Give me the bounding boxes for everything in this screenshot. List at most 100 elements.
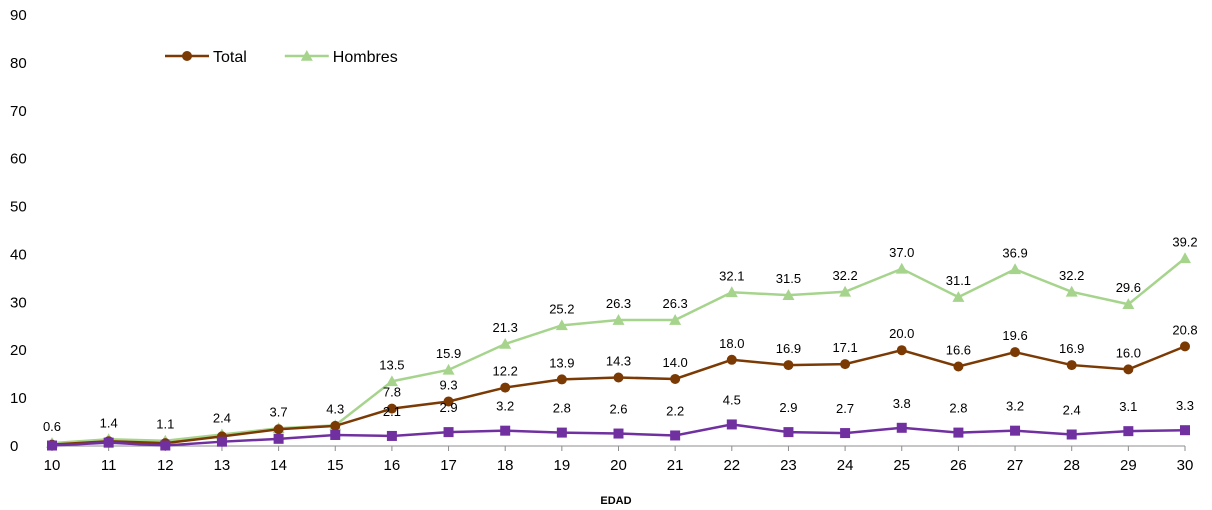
data-label: 36.9 <box>1002 245 1027 260</box>
data-label: 20.8 <box>1172 322 1197 337</box>
series-unnamed <box>47 419 1190 451</box>
data-point <box>726 354 737 365</box>
data-point <box>500 425 511 436</box>
data-point <box>1122 298 1135 310</box>
data-label: 32.2 <box>1059 268 1084 283</box>
legend-item: Hombres <box>284 49 398 66</box>
data-label: 3.3 <box>1176 398 1194 413</box>
data-labels: 7.8 9.3 12.2 13.9 14.3 14.0 18.0 16.9 17.1 20.0 16… <box>43 234 1198 434</box>
x-tick-label: 16 <box>384 457 401 474</box>
x-tick-label: 29 <box>1120 457 1137 474</box>
data-point <box>1010 347 1021 358</box>
x-tick-label: 15 <box>327 457 344 474</box>
data-label: 26.3 <box>662 296 687 311</box>
data-label: 16.6 <box>946 343 971 358</box>
y-tick-label: 0 <box>10 438 18 455</box>
data-label: 32.2 <box>832 268 857 283</box>
data-point <box>103 437 114 448</box>
x-tick-label: 19 <box>554 457 571 474</box>
data-point <box>613 372 624 383</box>
data-label: 2.9 <box>440 400 458 415</box>
data-label: 2.1 <box>383 404 401 419</box>
data-point <box>500 382 511 393</box>
data-point <box>386 430 397 441</box>
data-label: 14.3 <box>606 354 631 369</box>
data-label: 13.9 <box>549 355 574 370</box>
data-point <box>273 433 284 444</box>
data-label: 9.3 <box>440 377 458 392</box>
data-point <box>442 363 455 375</box>
data-label: 4.5 <box>723 392 741 407</box>
data-point <box>669 314 682 325</box>
data-label: 37.0 <box>889 245 914 260</box>
data-point <box>556 427 567 438</box>
y-tick-label: 70 <box>10 103 27 120</box>
data-label: 3.2 <box>496 399 514 414</box>
data-point <box>330 420 341 431</box>
x-axis: 10 11 12 13 14 15 16 17 18 19 20 21 22 23 24 25 26 27 28 29… <box>44 445 1193 474</box>
data-label: 2.6 <box>609 402 627 417</box>
data-point <box>670 430 681 441</box>
data-point <box>953 361 964 372</box>
data-label: 2.4 <box>213 411 231 426</box>
y-tick-label: 90 <box>10 7 27 24</box>
data-point <box>896 345 907 356</box>
data-point <box>443 396 454 407</box>
data-label: 16.9 <box>776 341 801 356</box>
y-tick-label: 80 <box>10 55 27 72</box>
data-label: 3.8 <box>893 396 911 411</box>
data-label: 25.2 <box>549 301 574 316</box>
data-label: 16.0 <box>1116 345 1141 360</box>
data-point <box>952 291 965 302</box>
legend-marker <box>182 51 192 61</box>
data-point <box>47 440 57 451</box>
y-axis-ticks: 0 10 20 30 40 50 60 70 80 90 <box>10 7 27 455</box>
data-label: 3.7 <box>270 404 288 419</box>
x-tick-label: 20 <box>610 457 627 474</box>
data-point <box>726 419 737 430</box>
data-point <box>840 359 851 370</box>
x-tick-label: 25 <box>893 457 910 474</box>
data-point <box>556 374 567 385</box>
data-label: 20.0 <box>889 326 914 341</box>
data-point <box>330 429 341 440</box>
data-label: 0.6 <box>43 419 61 434</box>
x-tick-label: 12 <box>157 457 174 474</box>
y-tick-label: 10 <box>10 390 27 407</box>
data-label: 4.3 <box>326 401 344 416</box>
data-label: 2.2 <box>666 403 684 418</box>
data-point <box>499 337 512 349</box>
x-tick-label: 21 <box>667 457 684 474</box>
data-label: 21.3 <box>493 320 518 335</box>
data-label: 18.0 <box>719 336 744 351</box>
data-point <box>783 360 794 371</box>
data-point <box>1010 425 1021 436</box>
x-tick-label: 26 <box>950 457 967 474</box>
x-tick-label: 22 <box>723 457 740 474</box>
data-point <box>953 427 964 438</box>
x-tick-label: 11 <box>101 457 117 474</box>
x-tick-label: 24 <box>837 457 854 474</box>
y-tick-label: 20 <box>10 342 27 359</box>
data-point <box>1179 252 1191 264</box>
data-label: 1.4 <box>100 415 118 430</box>
legend-item: Total <box>165 49 247 66</box>
data-label: 1.1 <box>156 417 174 432</box>
series-layer <box>46 252 1191 451</box>
data-point <box>840 428 851 439</box>
data-label: 14.0 <box>662 355 687 370</box>
data-point <box>386 403 397 414</box>
data-label: 26.3 <box>606 296 631 311</box>
data-label: 17.1 <box>832 340 857 355</box>
y-tick-label: 60 <box>10 151 27 168</box>
data-point <box>273 424 284 435</box>
x-tick-label: 18 <box>497 457 514 474</box>
y-tick-label: 50 <box>10 199 27 216</box>
data-point <box>1065 285 1078 297</box>
y-tick-label: 30 <box>10 294 27 311</box>
x-tick-label: 23 <box>780 457 797 474</box>
data-point <box>1180 341 1190 352</box>
data-point <box>1123 426 1134 437</box>
data-label: 7.8 <box>383 385 401 400</box>
data-label: 2.9 <box>779 400 797 415</box>
